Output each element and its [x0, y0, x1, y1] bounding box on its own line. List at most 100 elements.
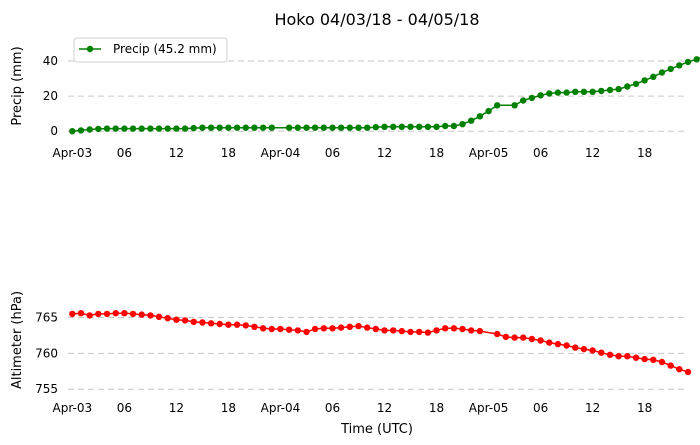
bottom-data-point: [121, 310, 128, 317]
bottom-data-point: [381, 327, 388, 334]
bottom-data-point: [424, 329, 432, 336]
top-data-point: [546, 90, 553, 97]
bottom-data-point: [320, 325, 327, 332]
top-data-point: [303, 124, 310, 131]
top-data-point: [129, 125, 137, 132]
bottom-data-point: [77, 310, 85, 317]
top-data-point: [468, 117, 475, 124]
bottom-data-point: [225, 321, 232, 328]
bottom-data-point: [528, 335, 536, 343]
legend-marker-sample: [86, 45, 94, 53]
bottom-x-tick-label: 12: [377, 401, 392, 415]
bottom-data-point: [329, 325, 336, 332]
top-data-point: [598, 87, 605, 95]
top-data-point: [268, 124, 275, 131]
bottom-y-tick-label: 765: [35, 311, 58, 325]
bottom-data-point: [216, 320, 223, 328]
bottom-data-point: [181, 317, 189, 324]
top-data-point: [242, 124, 249, 131]
legend-frame: [73, 37, 228, 63]
top-data-point: [147, 125, 154, 132]
top-chart-title: Hoko 04/03/18 - 04/05/18: [274, 10, 479, 29]
bottom-x-tick-label: 12: [169, 401, 184, 415]
bottom-data-point: [355, 322, 362, 330]
bottom-data-point: [598, 349, 605, 356]
bottom-x-tick-label: 18: [429, 401, 444, 415]
bottom-x-axis-label: Time (UTC): [340, 422, 413, 437]
bottom-x-tick-label: 06: [325, 401, 340, 415]
bottom-data-point: [624, 353, 631, 360]
top-y-axis-label: Precip (mm): [10, 46, 25, 125]
legend: Precip (45.2 mm): [73, 37, 228, 63]
top-data-point: [442, 122, 449, 130]
top-data-point: [450, 122, 458, 130]
top-data-point: [337, 124, 345, 131]
bottom-data-point: [468, 327, 475, 334]
top-data-point: [624, 83, 631, 90]
top-data-point: [77, 127, 85, 134]
bottom-data-point: [676, 366, 683, 373]
top-data-point: [251, 124, 258, 131]
top-data-point: [684, 58, 692, 66]
top-data-point: [216, 124, 223, 131]
top-data-point: [658, 69, 666, 76]
bottom-data-point: [398, 327, 405, 335]
bottom-data-point: [311, 325, 319, 333]
top-data-point: [606, 86, 614, 94]
bottom-data-point: [294, 327, 301, 334]
bottom-data-point: [589, 347, 596, 354]
bottom-data-point: [563, 342, 570, 349]
top-data-point: [112, 125, 119, 132]
top-x-tick-label: 12: [169, 146, 184, 160]
top-data-point: [572, 88, 579, 96]
top-data-point: [615, 85, 622, 93]
top-data-point: [190, 124, 197, 132]
top-data-point: [537, 92, 544, 99]
precip-panel: 0 20 40 Apr-03 06 12 18 Apr-04 06 12 18 Apr-05 06 12 1…: [43, 54, 700, 160]
bottom-data-point: [268, 325, 275, 333]
bottom-data-point: [346, 323, 353, 330]
top-data-point: [476, 113, 484, 120]
bottom-data-point: [580, 345, 588, 353]
top-data-point: [225, 124, 232, 131]
top-data-point: [199, 124, 206, 131]
top-data-point: [138, 125, 145, 132]
bottom-data-point: [658, 358, 666, 366]
bottom-data-point: [632, 354, 640, 361]
bottom-data-point: [450, 325, 458, 332]
bottom-data-point: [86, 312, 93, 319]
bottom-data-point: [459, 325, 466, 333]
bottom-data-point: [615, 353, 622, 360]
top-x-tick-label: Apr-05: [469, 146, 509, 160]
bottom-data-point: [372, 325, 379, 333]
bottom-data-point: [199, 319, 206, 326]
top-data-point: [416, 123, 423, 130]
top-y-tick-label: 40: [43, 54, 58, 68]
bottom-data-point: [476, 327, 484, 335]
top-data-point: [459, 121, 466, 128]
top-y-tick-label: 0: [50, 124, 58, 138]
top-data-point: [390, 123, 397, 130]
top-data-point: [424, 123, 432, 130]
bottom-data-point: [242, 322, 249, 329]
bottom-x-tick-label: Apr-04: [261, 401, 301, 415]
top-data-point: [563, 89, 570, 96]
bottom-data-point: [251, 323, 258, 330]
bottom-data-point: [277, 325, 284, 333]
bottom-data-point: [520, 334, 527, 341]
bottom-x-tick-label: 12: [585, 401, 600, 415]
top-data-point: [155, 125, 163, 132]
bottom-data-point: [285, 326, 293, 333]
bottom-x-tick-label: 18: [221, 401, 236, 415]
bottom-data-point: [95, 310, 102, 318]
top-x-tick-label: 18: [429, 146, 444, 160]
top-x-tick-label: 12: [377, 146, 392, 160]
top-data-point: [320, 124, 327, 131]
top-data-point: [69, 128, 76, 135]
bottom-data-point: [103, 310, 111, 318]
top-data-point: [554, 89, 562, 96]
bottom-data-point: [129, 310, 137, 318]
bottom-data-point: [650, 356, 657, 363]
bottom-data-point: [190, 318, 197, 325]
top-x-tick-label: 18: [221, 146, 236, 160]
